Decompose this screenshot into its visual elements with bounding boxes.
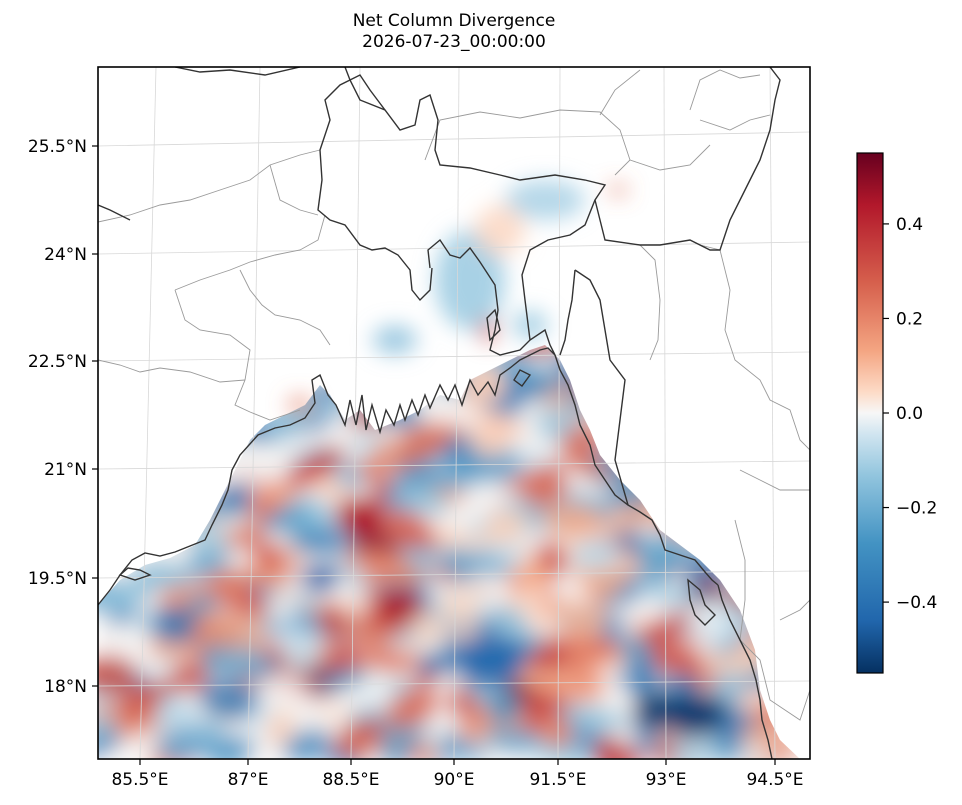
lat-tick-label: 19.5°N [28, 569, 87, 589]
lon-tick-label: 85.5°E [111, 770, 168, 790]
map-title-block: Net Column Divergence 2026-07-23_00:00:0… [98, 11, 810, 53]
colorbar-tick-label: 0.2 [896, 309, 923, 329]
lat-tick-label: 22.5°N [28, 352, 87, 372]
lon-tick-label: 94.5°E [746, 770, 803, 790]
longitude-axis: 85.5°E 87°E 88.5°E 90°E 91.5°E 93°E 94.5°E [111, 759, 804, 790]
gridline-lat [98, 241, 810, 255]
gridline-lon [769, 67, 776, 759]
gridline-lon [663, 67, 667, 759]
gridline-lon [139, 67, 157, 759]
lon-tick-label: 91.5°E [529, 770, 586, 790]
colorbar-bar [856, 152, 884, 674]
colorbar: 0.4 0.2 0.0 −0.2 −0.4 [856, 152, 937, 674]
gridline-lat [98, 680, 810, 687]
gridline-lon [453, 67, 460, 759]
lat-tick-label: 24°N [44, 245, 87, 265]
lon-tick-label: 93°E [646, 770, 687, 790]
lat-tick-label: 21°N [44, 460, 87, 480]
gridline-lon [247, 67, 261, 759]
gridline-lat [98, 351, 810, 362]
colorbar-tick-label: −0.2 [896, 499, 937, 519]
lat-tick-label: 25.5°N [28, 137, 87, 157]
lat-tick-label: 18°N [44, 677, 87, 697]
gridline-lat [98, 131, 810, 147]
map-title: Net Column Divergence [352, 11, 556, 31]
lon-tick-label: 87°E [228, 770, 269, 790]
gridline-lon [557, 67, 561, 759]
colorbar-tick-label: 0.4 [896, 215, 923, 235]
lon-tick-label: 90°E [434, 770, 475, 790]
latitude-axis: 25.5°N 24°N 22.5°N 21°N 19.5°N 18°N [28, 137, 98, 697]
state-boundaries [98, 69, 810, 721]
graticule [98, 67, 810, 759]
coastline-and-borders [98, 67, 781, 759]
colorbar-ticks: 0.4 0.2 0.0 −0.2 −0.4 [883, 215, 937, 613]
gridline-lon [350, 67, 361, 759]
map-subtitle: 2026-07-23_00:00:00 [362, 32, 546, 52]
colorbar-tick-label: 0.0 [896, 404, 923, 424]
colorbar-tick-label: −0.4 [896, 593, 937, 613]
gridline-lat [98, 460, 810, 470]
lon-tick-label: 88.5°E [322, 770, 379, 790]
gridline-lat [98, 570, 810, 579]
